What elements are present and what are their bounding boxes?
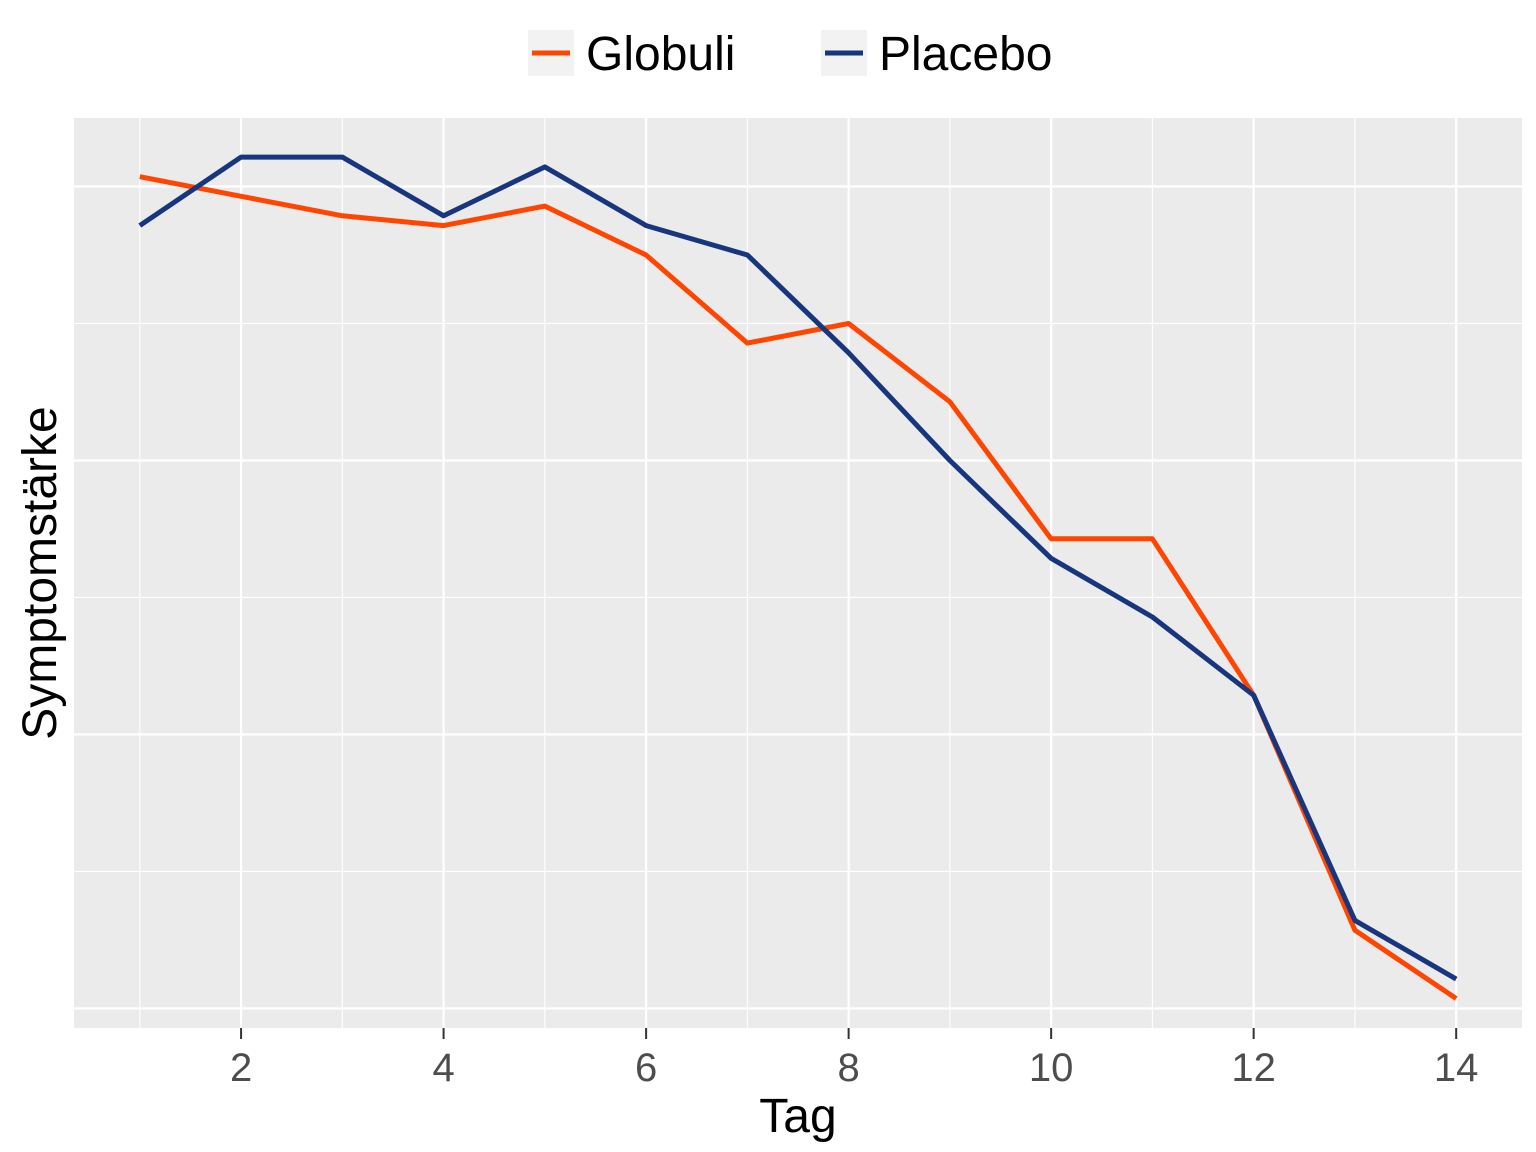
y-axis-title: Symptomstärke [14,406,67,739]
x-tick-label-10: 10 [1029,1046,1074,1090]
series-line-placebo [138,154,1458,982]
x-tick-label-6: 6 [635,1046,657,1090]
x-axis-tick-labels: 2 4 6 8 10 12 14 [230,1046,1478,1090]
series-lines [138,154,1458,1001]
major-gridlines [74,118,1522,1028]
x-tick-label-12: 12 [1231,1046,1276,1090]
plot-panel [74,118,1522,1028]
legend-item-globuli: Globuli [528,28,735,81]
x-axis-title: Tag [759,1090,836,1143]
legend-item-placebo: Placebo [821,28,1052,81]
x-tick-label-4: 4 [432,1046,454,1090]
x-tick-label-2: 2 [230,1046,252,1090]
legend-label-globuli: Globuli [586,28,735,81]
minor-gridlines [74,118,1522,1028]
legend: Globuli Placebo [528,28,1052,81]
x-tick-label-8: 8 [838,1046,860,1090]
x-axis-ticks [240,1028,1458,1039]
legend-label-placebo: Placebo [879,28,1052,81]
x-tick-label-14: 14 [1434,1046,1479,1090]
series-line-globuli [139,174,1458,1001]
